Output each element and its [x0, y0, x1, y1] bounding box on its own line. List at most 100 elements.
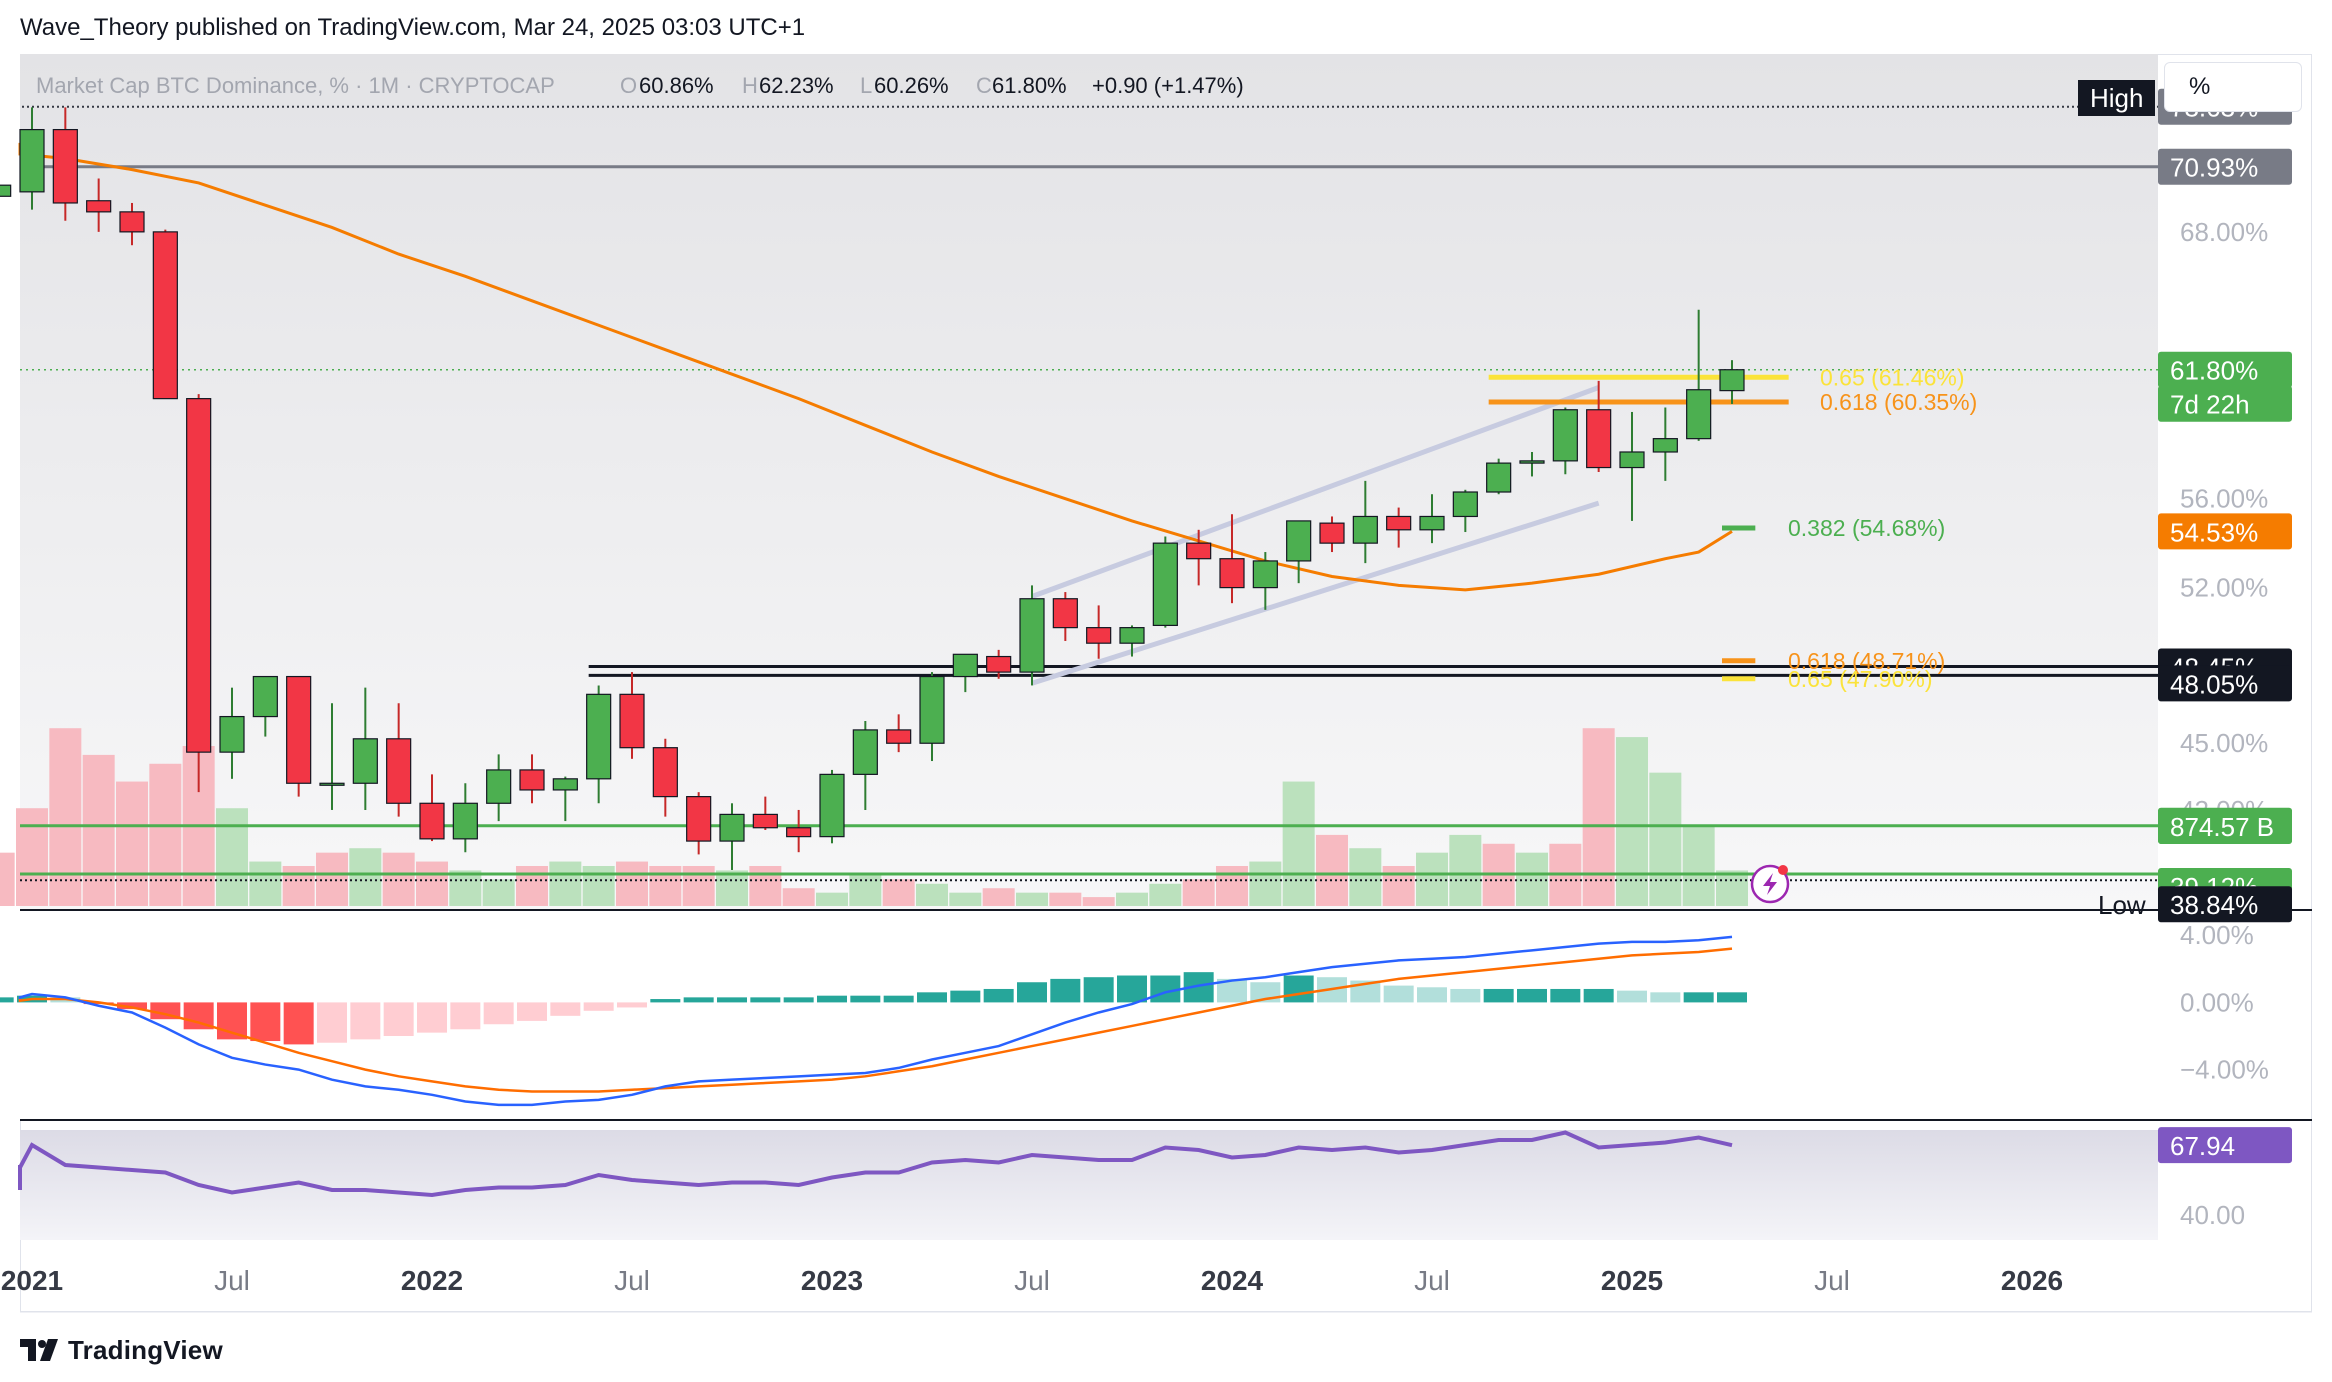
candle-up[interactable]: [1652, 438, 1678, 453]
candle-countdown-label: 7d 22h: [2170, 390, 2250, 420]
legend-open-label: O: [620, 73, 637, 98]
volume-bar: [1349, 848, 1382, 906]
high-toggle-button[interactable]: High: [2078, 80, 2156, 116]
macd-signal-line[interactable]: [18, 947, 1733, 1093]
volume-bar: [582, 866, 615, 906]
candle-down[interactable]: [186, 398, 212, 753]
candle-down[interactable]: [152, 231, 178, 400]
candle-down[interactable]: [786, 827, 812, 838]
candle-up[interactable]: [952, 653, 978, 678]
candle-down[interactable]: [419, 802, 445, 840]
candle-down[interactable]: [1219, 558, 1245, 589]
percent-scale-button[interactable]: %: [2164, 62, 2302, 112]
volume-bar: [682, 866, 715, 906]
current-price-label: 61.80%: [2170, 356, 2258, 386]
candle-up[interactable]: [319, 782, 345, 786]
macd-histogram-bar: [817, 995, 847, 1003]
moving-average-line[interactable]: [18, 142, 1733, 592]
price-pane-background: [20, 54, 2158, 910]
candle-up[interactable]: [719, 813, 745, 842]
candle-down[interactable]: [286, 675, 312, 784]
candle-down[interactable]: [986, 655, 1012, 673]
candle-up[interactable]: [1452, 491, 1478, 518]
candle-down[interactable]: [619, 693, 645, 749]
candle-up[interactable]: [852, 729, 878, 775]
candle-up[interactable]: [219, 715, 245, 753]
candle-up[interactable]: [1152, 542, 1178, 627]
volume-bar: [716, 870, 748, 906]
candle-up[interactable]: [0, 184, 12, 197]
volume-bar: [482, 879, 515, 906]
candle-countdown-label-badge: [2158, 385, 2292, 422]
macd-histogram-bar: [1417, 987, 1447, 1003]
candle-down[interactable]: [52, 128, 78, 204]
candle-down[interactable]: [1086, 627, 1112, 644]
volume-bar: [216, 808, 248, 906]
fib-level-label: 0.618 (48.71%): [1788, 648, 1945, 674]
candle-down[interactable]: [1052, 598, 1078, 629]
candle-up[interactable]: [1486, 462, 1512, 493]
fib-level-label: 0.382 (54.68%): [1788, 515, 1945, 541]
candle-up[interactable]: [452, 802, 478, 840]
candle-down[interactable]: [686, 796, 712, 842]
candle-up[interactable]: [252, 675, 278, 718]
volume-bar: [882, 879, 915, 906]
volume-bar: [916, 883, 948, 906]
tradingview-logo[interactable]: TradingView: [20, 1330, 223, 1370]
candle-down[interactable]: [386, 738, 412, 804]
fib-level-label: 0.618 (60.35%): [1820, 389, 1977, 415]
macd-histogram-bar: [1017, 982, 1047, 1003]
volume-bar: [449, 870, 482, 906]
fib-level-label: 0.65 (61.46%): [1820, 364, 1964, 390]
candle-down[interactable]: [652, 747, 678, 798]
volume-bar: [1616, 737, 1648, 906]
candle-up[interactable]: [1686, 389, 1712, 440]
candle-up[interactable]: [586, 693, 612, 780]
rsi-line[interactable]: [18, 1130, 1733, 1198]
candle-up[interactable]: [486, 769, 512, 804]
trend-channel-line[interactable]: [1031, 500, 1600, 686]
candle-up[interactable]: [1352, 515, 1378, 544]
candle-up[interactable]: [552, 778, 578, 791]
volume-bar: [1316, 834, 1348, 906]
candle-down[interactable]: [519, 769, 545, 791]
candle-up[interactable]: [1419, 515, 1445, 531]
candle-down[interactable]: [1186, 542, 1212, 560]
candle-up[interactable]: [19, 128, 45, 193]
level-label-70: 70.93%: [2170, 153, 2258, 183]
candle-down[interactable]: [886, 729, 912, 744]
time-axis-tick-label: 2026: [2001, 1265, 2063, 1296]
tradingview-brand-text: TradingView: [68, 1334, 223, 1365]
lightning-bolt-icon: [1763, 873, 1777, 895]
candle-down[interactable]: [86, 200, 112, 213]
volume-bar: [49, 728, 82, 906]
trend-channel-line[interactable]: [1031, 385, 1600, 599]
candle-up[interactable]: [1519, 460, 1545, 464]
legend-close-value: 61.80%: [992, 73, 1067, 98]
legend-high-value: 62.23%: [759, 73, 834, 98]
macd-line[interactable]: [18, 935, 1733, 1107]
macd-axis-tick-label: −4.00%: [2180, 1055, 2269, 1085]
candle-down[interactable]: [1386, 515, 1412, 531]
candle-up[interactable]: [819, 773, 845, 838]
candle-down[interactable]: [1586, 409, 1612, 469]
candle-down[interactable]: [752, 813, 778, 829]
candle-up[interactable]: [1552, 409, 1578, 462]
volume-value-label-badge: [2158, 808, 2292, 844]
macd-histogram-bar: [583, 1002, 614, 1011]
candle-up[interactable]: [1286, 520, 1312, 562]
candle-down[interactable]: [119, 211, 145, 233]
candle-up[interactable]: [919, 675, 945, 744]
candle-up[interactable]: [1719, 369, 1745, 392]
candle-down[interactable]: [1319, 522, 1345, 544]
candle-up[interactable]: [1019, 598, 1045, 673]
candle-up[interactable]: [1119, 627, 1145, 644]
candle-up[interactable]: [352, 738, 378, 784]
macd-histogram-bar: [483, 1002, 514, 1025]
candle-up[interactable]: [1252, 560, 1278, 589]
time-axis-tick-label: Jul: [1414, 1265, 1450, 1296]
macd-histogram-bar: [1717, 992, 1747, 1003]
candle-up[interactable]: [1619, 451, 1645, 469]
level-label-48-05-badge: [2158, 665, 2292, 702]
